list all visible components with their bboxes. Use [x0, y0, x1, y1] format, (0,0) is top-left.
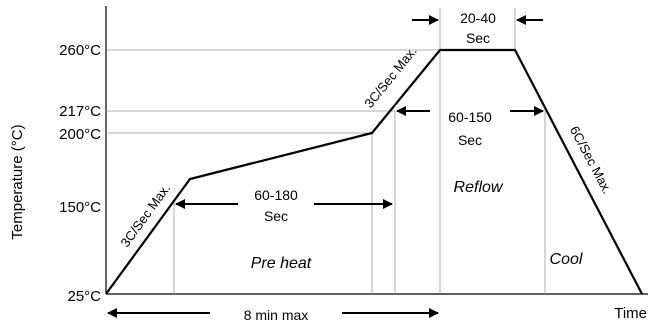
tick-25: 25°C: [67, 288, 101, 305]
peak-window-top: 20-40: [460, 10, 496, 26]
reflow-profile-curve: [105, 48, 643, 295]
tick-260: 260°C: [59, 42, 101, 59]
zone-cool: Cool: [550, 251, 583, 268]
peak-window-bottom: Sec: [466, 30, 490, 46]
preheat-window-top: 60-180: [254, 187, 298, 203]
x-axis-title: Time: [614, 305, 647, 322]
zone-reflow: Reflow: [454, 179, 504, 196]
cooling-label: 6C/Sec Max.: [567, 124, 615, 197]
total-time-label: 8 min max: [244, 307, 309, 323]
reflow-ramp-label: 3C/Sec Max.: [361, 44, 419, 111]
preheat-window-bottom: Sec: [264, 208, 288, 224]
tick-217: 217°C: [59, 103, 101, 120]
liquidus-window-top: 60-150: [448, 109, 492, 125]
liquidus-window-bottom: Sec: [458, 132, 482, 148]
tick-200: 200°C: [59, 126, 101, 143]
zone-preheat: Pre heat: [251, 255, 312, 272]
y-axis-title: Temperature (°C): [9, 124, 26, 239]
tick-150: 150°C: [59, 199, 101, 216]
